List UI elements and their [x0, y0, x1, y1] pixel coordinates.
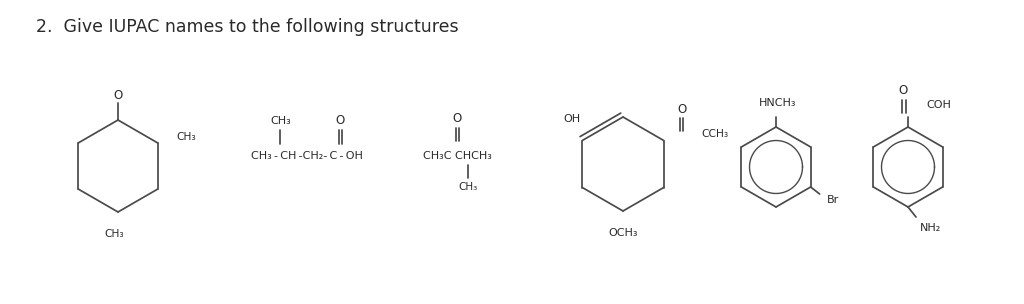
- Text: O: O: [677, 103, 686, 116]
- Text: CH₃: CH₃: [104, 229, 124, 239]
- Text: OH: OH: [564, 113, 581, 123]
- Text: OCH₃: OCH₃: [608, 228, 638, 238]
- Text: 2.  Give IUPAC names to the following structures: 2. Give IUPAC names to the following str…: [36, 18, 459, 36]
- Text: CCH₃: CCH₃: [701, 129, 729, 139]
- Text: CH₃: CH₃: [176, 132, 196, 142]
- Text: HNCH₃: HNCH₃: [759, 98, 797, 108]
- Text: CH₃: CH₃: [459, 182, 477, 192]
- Text: O: O: [114, 89, 123, 102]
- Text: O: O: [898, 85, 907, 98]
- Text: CH₃ - CH -CH₂- C - OH: CH₃ - CH -CH₂- C - OH: [251, 151, 362, 161]
- Text: NH₂: NH₂: [920, 223, 941, 233]
- Text: Br: Br: [826, 195, 839, 205]
- Text: CH₃: CH₃: [270, 116, 291, 126]
- Text: O: O: [336, 115, 345, 127]
- Text: O: O: [453, 112, 462, 125]
- Text: CH₃C CHCH₃: CH₃C CHCH₃: [423, 151, 492, 161]
- Text: COH: COH: [926, 100, 951, 110]
